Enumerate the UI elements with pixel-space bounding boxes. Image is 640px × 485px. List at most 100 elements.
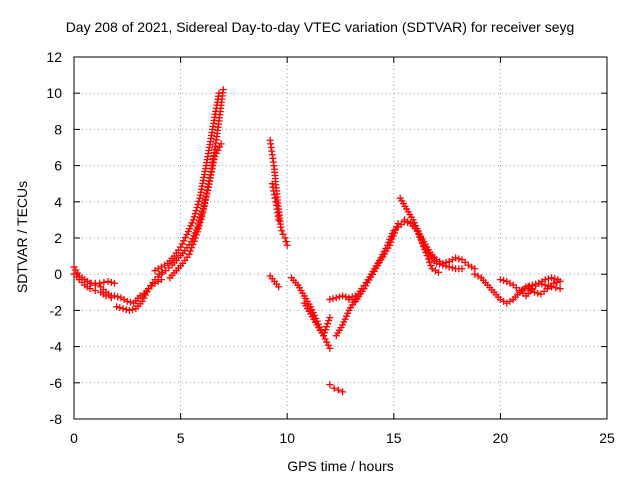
y-tick-label: -4 xyxy=(50,339,63,355)
data-point xyxy=(96,279,104,287)
data-point xyxy=(455,255,463,263)
data-point xyxy=(323,338,331,346)
data-point xyxy=(201,196,209,204)
data-point xyxy=(189,216,197,224)
data-point xyxy=(334,386,342,394)
data-point xyxy=(219,86,227,94)
data-point xyxy=(214,146,222,154)
x-tick-label: 5 xyxy=(177,430,185,446)
data-point xyxy=(278,227,286,235)
x-axis-label: GPS time / hours xyxy=(287,458,394,474)
data-point xyxy=(272,198,280,206)
data-point xyxy=(496,276,504,284)
data-point xyxy=(180,237,188,245)
data-point xyxy=(123,297,131,305)
data-point xyxy=(104,277,112,285)
data-point xyxy=(426,258,434,266)
data-point xyxy=(191,210,199,218)
y-tick-label: 6 xyxy=(54,158,62,174)
plot-frame xyxy=(73,56,608,420)
data-point xyxy=(339,292,347,300)
data-point xyxy=(211,153,219,161)
data-point xyxy=(325,317,333,325)
data-point xyxy=(324,320,332,328)
data-point xyxy=(193,228,201,236)
data-point xyxy=(119,305,127,313)
x-tick-label: 0 xyxy=(70,430,78,446)
data-point xyxy=(277,223,285,231)
data-point xyxy=(186,247,194,255)
data-point xyxy=(111,279,119,287)
data-point xyxy=(185,250,193,258)
chart-title: Day 208 of 2021, Sidereal Day-to-day VTE… xyxy=(65,19,575,35)
y-tick-label: -8 xyxy=(50,411,63,427)
data-point xyxy=(348,293,356,301)
y-axis-label: SDTVAR / TECUs xyxy=(14,180,30,294)
data-point xyxy=(387,238,395,246)
y-tick-label: 4 xyxy=(54,194,62,210)
data-point xyxy=(275,283,283,291)
data-point xyxy=(553,278,561,286)
data-point xyxy=(326,344,334,352)
data-point xyxy=(335,293,343,301)
data-point xyxy=(345,294,353,302)
data-point xyxy=(192,231,200,239)
data-point xyxy=(330,384,338,392)
data-point xyxy=(91,286,99,294)
data-point xyxy=(270,191,278,199)
data-point xyxy=(534,289,542,297)
data-point xyxy=(122,305,130,313)
y-tick-label: -2 xyxy=(50,302,63,318)
data-point xyxy=(556,277,564,285)
data-point xyxy=(217,140,225,148)
data-point xyxy=(126,298,134,306)
data-point xyxy=(388,235,396,243)
data-point xyxy=(321,335,329,343)
data-point xyxy=(322,326,330,334)
data-point xyxy=(281,234,289,242)
data-point xyxy=(198,212,206,220)
data-point xyxy=(100,278,108,286)
data-point xyxy=(332,294,340,302)
data-point xyxy=(427,262,435,270)
data-point xyxy=(189,241,197,249)
x-tick-label: 20 xyxy=(493,430,509,446)
data-point xyxy=(194,225,202,233)
data-point xyxy=(283,241,291,249)
x-tick-label: 25 xyxy=(599,430,615,446)
data-point xyxy=(194,200,202,208)
data-point xyxy=(386,241,394,249)
data-point xyxy=(190,237,198,245)
data-point xyxy=(442,262,450,270)
data-point xyxy=(342,293,350,301)
data-point xyxy=(190,213,198,221)
data-point xyxy=(193,203,201,211)
data-point xyxy=(500,277,508,285)
data-point xyxy=(195,197,203,205)
y-tick-label: 2 xyxy=(54,230,62,246)
data-point xyxy=(199,206,207,214)
data-point xyxy=(271,194,279,202)
data-point xyxy=(452,254,460,262)
data-point xyxy=(550,279,558,287)
data-point xyxy=(282,238,290,246)
data-point xyxy=(204,187,212,195)
data-point xyxy=(201,199,209,207)
data-point xyxy=(326,314,334,322)
data-point xyxy=(326,296,334,304)
data-point xyxy=(268,180,276,188)
data-point xyxy=(552,284,560,292)
y-tick-label: 12 xyxy=(46,49,62,65)
y-tick-label: 8 xyxy=(54,121,62,137)
data-point xyxy=(86,285,94,293)
data-point xyxy=(177,243,185,251)
data-point xyxy=(435,268,443,276)
data-point xyxy=(321,329,329,337)
data-point xyxy=(181,234,189,242)
y-tick-label: 10 xyxy=(46,85,62,101)
data-point xyxy=(197,215,205,223)
data-point xyxy=(199,209,207,217)
data-point xyxy=(556,285,564,293)
data-point xyxy=(200,203,208,211)
